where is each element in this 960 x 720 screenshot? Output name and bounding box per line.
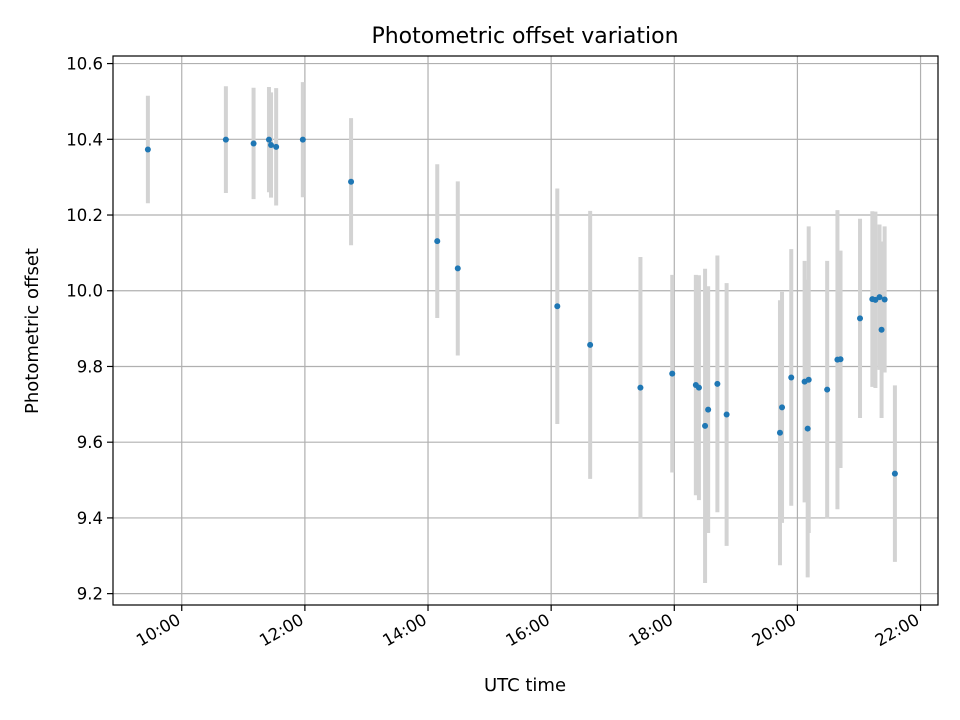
data-point xyxy=(788,374,795,381)
y-tick-label: 10.0 xyxy=(66,282,103,301)
data-point xyxy=(695,384,702,391)
data-point xyxy=(837,356,844,363)
plot-background xyxy=(113,56,938,605)
data-point xyxy=(805,376,812,383)
data-point xyxy=(881,296,888,303)
data-points xyxy=(144,136,898,477)
y-tick-label: 9.6 xyxy=(77,433,103,452)
data-point xyxy=(222,136,229,143)
data-point xyxy=(878,326,885,333)
data-point xyxy=(587,341,594,348)
data-point xyxy=(669,370,676,377)
y-tick-label: 9.2 xyxy=(77,585,103,604)
data-point xyxy=(454,265,461,272)
data-point xyxy=(824,386,831,393)
data-point xyxy=(144,146,151,153)
y-tick-label: 10.4 xyxy=(66,130,103,149)
y-tick-label: 9.8 xyxy=(77,357,103,376)
x-axis-title: UTC time xyxy=(484,675,566,696)
y-tick-label: 9.4 xyxy=(77,509,103,528)
data-point xyxy=(857,315,864,322)
data-point xyxy=(876,294,883,301)
data-point xyxy=(265,136,272,143)
data-point xyxy=(702,422,709,429)
y-axis: 9.2 9.4 9.6 9.8 10.0 10.2 10.4 10.6 xyxy=(66,55,113,604)
data-point xyxy=(637,384,644,391)
data-point xyxy=(804,425,811,432)
data-point xyxy=(714,380,721,387)
data-point xyxy=(348,178,355,185)
data-point xyxy=(299,136,306,143)
plot-frame xyxy=(112,55,939,606)
data-point xyxy=(891,470,898,477)
data-point xyxy=(250,140,257,147)
data-point xyxy=(434,238,441,245)
chart-title: Photometric offset variation xyxy=(371,24,678,49)
data-point xyxy=(779,404,786,411)
y-axis-title: Photometric offset xyxy=(22,248,43,414)
y-tick-label: 10.2 xyxy=(66,206,103,225)
data-point xyxy=(268,141,275,148)
plot-area xyxy=(112,55,939,606)
data-point xyxy=(273,143,280,150)
data-point xyxy=(723,411,730,418)
data-point xyxy=(776,429,783,436)
grid xyxy=(113,56,938,605)
data-point xyxy=(705,406,712,413)
y-tick-label: 10.6 xyxy=(66,55,103,74)
data-point xyxy=(554,303,561,310)
